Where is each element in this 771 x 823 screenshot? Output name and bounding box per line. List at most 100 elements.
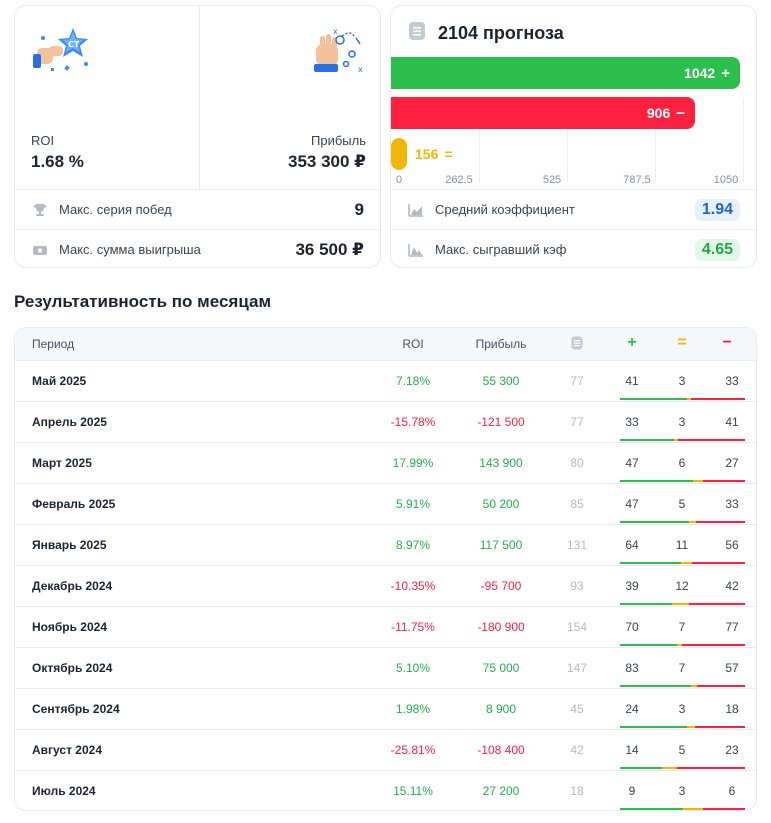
- draws-cell: 3: [678, 784, 686, 798]
- roi-cell: 15.11%: [393, 784, 433, 798]
- losses-segment: [688, 603, 745, 605]
- roi-label: ROI: [31, 133, 55, 148]
- draws-segment: [693, 480, 703, 482]
- wins-segment: [620, 644, 677, 646]
- svg-text:x: x: [333, 27, 338, 36]
- forecast-count-cell: 42: [570, 743, 584, 757]
- wins-segment: [620, 685, 691, 687]
- forecast-count-cell: 45: [570, 702, 584, 716]
- forecast-count-cell: 18: [570, 784, 584, 798]
- svg-text:x: x: [358, 65, 363, 74]
- losses-cell: 56: [725, 538, 739, 552]
- axis-tick: 525: [542, 174, 562, 186]
- losses-cell: 23: [725, 743, 739, 757]
- max-win-streak-value: 9: [354, 199, 364, 219]
- forecast-count-cell: 77: [570, 374, 584, 388]
- mountain-chart-icon: [407, 241, 425, 259]
- losses-segment: [676, 767, 745, 769]
- losses-segment: [691, 398, 745, 400]
- losses-cell: 6: [728, 784, 736, 798]
- table-row: Октябрь 2024 5.10% 75 000 147 83 7 57: [15, 648, 756, 689]
- wins-cell: 39: [625, 579, 639, 593]
- losses-cell: 42: [725, 579, 739, 593]
- avg-coef-row: Средний коэффициент 1.94: [391, 189, 756, 229]
- result-ratio-bar: [620, 685, 745, 687]
- profit-cell: 117 500: [479, 538, 523, 552]
- losses-cell: 41: [725, 415, 739, 429]
- losses-segment: [682, 644, 745, 646]
- roi-cell: -11.75%: [391, 620, 435, 634]
- losses-segment: [696, 521, 745, 523]
- draws-segment: [681, 562, 692, 564]
- avg-coef-label: Средний коэффициент: [435, 202, 575, 217]
- profit-cell: 143 900: [479, 456, 523, 470]
- roi-cell: -25.81%: [390, 743, 436, 757]
- draws-segment: [672, 603, 689, 605]
- wins-segment: [620, 726, 687, 728]
- wins-cell: 47: [625, 456, 639, 470]
- forecast-count-cell: 147: [566, 661, 588, 675]
- max-win-amount-label: Макс. сумма выигрыша: [59, 242, 201, 257]
- max-coef-value: 4.65: [694, 238, 740, 261]
- result-ratio-bar: [620, 603, 745, 605]
- table-row: Ноябрь 2024 -11.75% -180 900 154 70 7 77: [15, 607, 756, 648]
- trophy-icon: [31, 201, 49, 219]
- roi-value: 1.68 %: [31, 152, 84, 171]
- wins-segment: [620, 480, 694, 482]
- period-cell: Март 2025: [32, 456, 92, 470]
- losses-segment: [694, 726, 745, 728]
- draws-segment: [661, 767, 677, 769]
- losses-cell: 33: [725, 497, 739, 511]
- profit-label: Прибыль: [311, 133, 366, 148]
- draws-segment: [690, 685, 697, 687]
- result-ratio-bar: [620, 398, 745, 400]
- losses-cell: 18: [725, 702, 739, 716]
- document-icon: [408, 21, 426, 46]
- table-row: Сентябрь 2024 1.98% 8 900 45 24 3 18: [15, 689, 756, 730]
- draws-count: 156: [415, 146, 439, 162]
- period-cell: Октябрь 2024: [32, 661, 113, 675]
- forecast-bar-chart: 1042 + 906 − 156 = 0 262.5 525 787.5 105…: [391, 54, 756, 190]
- draws-bar: [391, 138, 407, 170]
- forecast-count-cell: 80: [570, 456, 584, 470]
- wins-segment: [620, 521, 690, 523]
- losses-segment: [702, 480, 745, 482]
- table-row: Май 2025 7.18% 55 300 77 41 3 33: [15, 361, 756, 402]
- result-ratio-bar: [620, 808, 745, 810]
- draws-segment: [686, 726, 695, 728]
- losses-bar: 906 −: [391, 97, 695, 129]
- forecast-count-cell: 77: [570, 415, 584, 429]
- profit-cell: 55 300: [482, 374, 520, 388]
- period-cell: Сентябрь 2024: [32, 702, 120, 716]
- period-cell: Август 2024: [32, 743, 102, 757]
- roi-cell: 5.10%: [395, 661, 431, 675]
- monthly-section-title: Результативность по месяцам: [14, 292, 272, 311]
- losses-cell: 33: [725, 374, 739, 388]
- losses-segment: [696, 685, 745, 687]
- wins-cell: 47: [625, 497, 639, 511]
- header-losses-minus-icon: −: [722, 334, 732, 351]
- period-cell: Апрель 2025: [32, 415, 107, 429]
- table-header: Период ROI Прибыль + = −: [15, 328, 756, 361]
- losses-segment: [691, 562, 745, 564]
- result-ratio-bar: [620, 644, 745, 646]
- period-cell: Май 2025: [32, 374, 87, 388]
- profit-cell: -180 900: [477, 620, 525, 634]
- roi-cell: -10.35%: [390, 579, 436, 593]
- draws-cell: 7: [678, 620, 686, 634]
- roi-cell: 7.18%: [395, 374, 431, 388]
- profit-cell: 50 200: [482, 497, 520, 511]
- max-coef-label: Макс. сыгравший кэф: [435, 242, 567, 257]
- wins-segment: [620, 439, 674, 441]
- forecast-count-cell: 85: [570, 497, 584, 511]
- wins-cell: 83: [625, 661, 639, 675]
- draws-segment: [682, 808, 704, 810]
- table-row: Декабрь 2024 -10.35% -95 700 93 39 12 42: [15, 566, 756, 607]
- avg-coef-value: 1.94: [694, 198, 740, 221]
- axis-tick: 0: [395, 174, 403, 186]
- table-row: Март 2025 17.99% 143 900 80 47 6 27: [15, 443, 756, 484]
- draws-cell: 11: [675, 538, 689, 552]
- wins-count: 1042: [684, 65, 716, 81]
- roi-stat: CT ROI 1.68 %: [15, 6, 199, 189]
- draws-segment: [686, 398, 692, 400]
